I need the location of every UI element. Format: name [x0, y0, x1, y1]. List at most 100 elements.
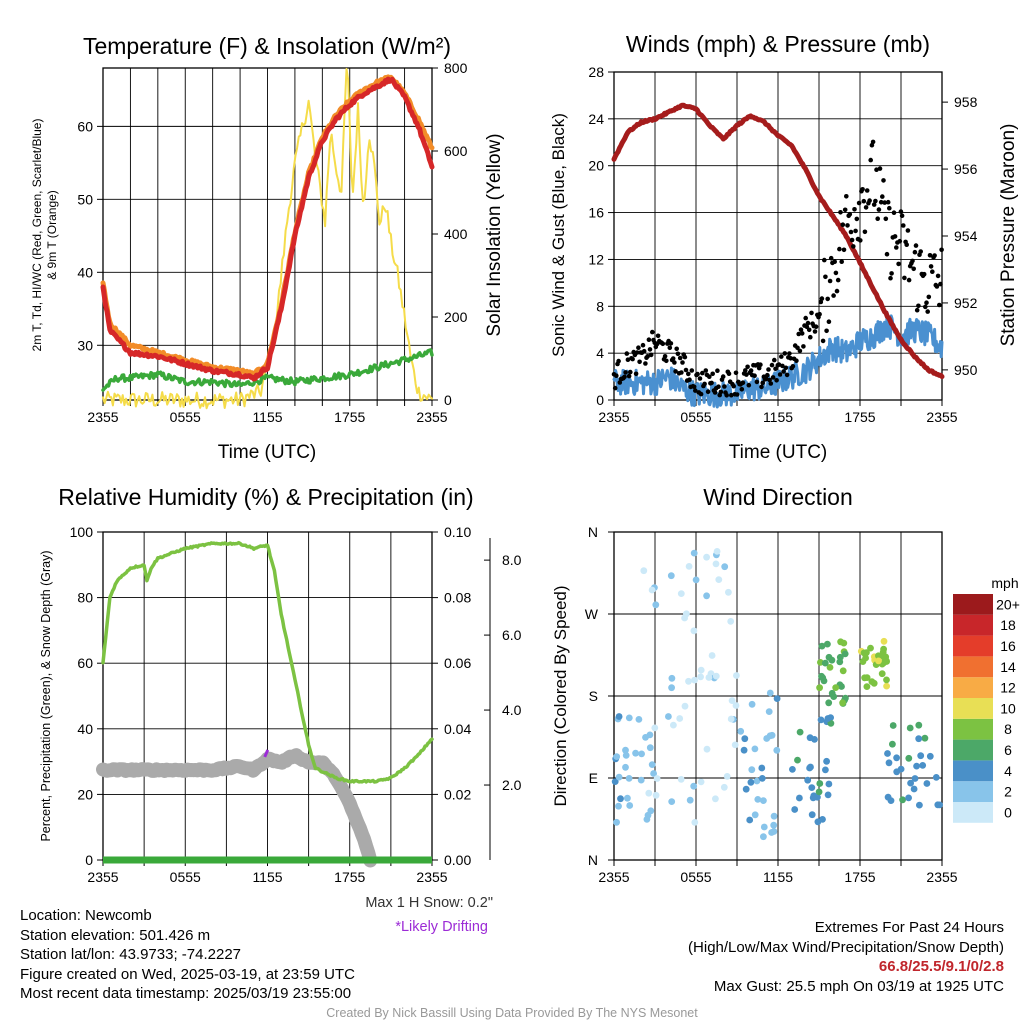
gust-point: [734, 392, 740, 397]
wdir-point: [841, 650, 849, 658]
gust-point: [888, 275, 893, 281]
wdir-point: [613, 753, 621, 760]
wdir-point: [794, 756, 801, 764]
temp-xtick-label: 0555: [170, 409, 201, 425]
gust-point: [923, 304, 928, 310]
gust-point: [637, 359, 642, 365]
gust-point: [884, 251, 890, 257]
gust-point: [674, 346, 679, 352]
rh-right-tick-label: 0.08: [444, 590, 471, 606]
gust-point: [655, 333, 661, 339]
created-text: Figure created on Wed, 2025-03-19, at 23…: [20, 965, 355, 983]
gust-point: [934, 284, 940, 289]
wdir-point: [646, 744, 654, 752]
temp-ylabel-left-1: 2m T, Td, HI/WC (Red, Green, Scarlet/Blu…: [30, 119, 44, 352]
gust-point: [861, 198, 867, 204]
gust-point: [823, 274, 828, 280]
snow-tick-label: 8.0: [502, 552, 522, 568]
gust-point: [645, 354, 650, 359]
wdir-point: [906, 724, 914, 732]
wdir-point: [773, 695, 781, 702]
wdir-point: [860, 649, 868, 657]
legend-swatch: [953, 635, 993, 657]
gust-point: [911, 266, 916, 272]
gust-point: [841, 247, 847, 253]
wdir-point: [832, 684, 840, 691]
wdir-point: [808, 784, 816, 791]
temp-right-tick-label: 200: [444, 309, 468, 325]
gust-point: [840, 222, 846, 227]
wdir-point: [622, 763, 629, 771]
gust-point: [837, 246, 842, 252]
gust-point: [703, 368, 709, 373]
legend-label: 0: [1004, 804, 1012, 820]
gust-point: [759, 384, 764, 390]
gust-point: [827, 278, 833, 284]
legend-swatch: [953, 656, 993, 678]
legend-swatch: [953, 802, 993, 823]
legend-swatch: [953, 614, 993, 636]
gust-point: [740, 380, 746, 386]
wdir-point: [883, 658, 890, 665]
gust-point: [647, 347, 653, 352]
wdir-point: [748, 700, 756, 708]
wdir-point: [742, 785, 750, 793]
wdir-point: [728, 697, 736, 704]
gust-point: [772, 357, 777, 363]
wdir-point: [626, 802, 634, 809]
wdir-point: [823, 757, 830, 765]
gust-point: [860, 187, 865, 192]
wdir-point: [635, 716, 643, 723]
legend-swatch: [953, 781, 993, 802]
wdir-point: [643, 816, 651, 823]
legend-swatch: [953, 760, 993, 782]
rh-xtick-label: 2355: [87, 869, 118, 885]
wdir-point: [727, 618, 735, 625]
temp-xtick-label: 2355: [416, 409, 447, 425]
credit-text: Created By Nick Bassill Using Data Provi…: [326, 1006, 698, 1020]
wind-xtick-label: 1155: [763, 409, 793, 425]
gust-point: [675, 351, 681, 357]
wdir-point: [910, 785, 918, 793]
gust-point: [622, 374, 627, 380]
wdir-point: [758, 764, 766, 772]
rh-xtick-label: 0555: [170, 869, 201, 885]
wind-ylabel-right: Station Pressure (Maroon): [998, 124, 1019, 347]
gust-point: [847, 211, 853, 217]
gust-point: [897, 238, 903, 244]
wdir-xtick-label: 1155: [763, 869, 793, 885]
temp-xtick-label: 2355: [87, 409, 118, 425]
wdir-xtick-label: 0555: [680, 869, 711, 885]
gust-point: [765, 372, 770, 378]
wind-right-tick-label: 958: [954, 94, 978, 110]
gust-point: [839, 259, 844, 265]
legend-swatch: [953, 718, 993, 740]
gust-point: [914, 307, 920, 313]
gust-point: [924, 300, 929, 306]
gust-point: [643, 361, 648, 366]
temp-ytick-label: 30: [77, 337, 93, 353]
temp-ylabel-right: Solar Insolation (Yellow): [484, 133, 505, 336]
gust-point: [686, 371, 691, 377]
wdir-point: [640, 567, 648, 575]
gust-point: [680, 360, 685, 365]
wdir-point: [712, 672, 720, 680]
wdir-point: [665, 713, 672, 720]
gust-point: [768, 381, 774, 386]
wdir-point: [685, 563, 693, 570]
gust-point: [702, 381, 707, 387]
gust-point: [938, 281, 943, 287]
gust-point: [628, 369, 633, 375]
wdir-point: [861, 674, 868, 682]
gust-point: [672, 360, 677, 365]
gust-point: [646, 337, 652, 343]
gust-point: [858, 238, 863, 243]
rh-right-tick-label: 0.06: [444, 655, 471, 671]
wdir-xtick-label: 2355: [926, 869, 957, 885]
gust-point: [820, 338, 826, 344]
gust-point: [689, 368, 695, 373]
wdir-point: [648, 586, 656, 594]
wdir-point: [697, 666, 705, 674]
wdir-point: [751, 745, 759, 753]
wdir-point: [617, 795, 624, 803]
